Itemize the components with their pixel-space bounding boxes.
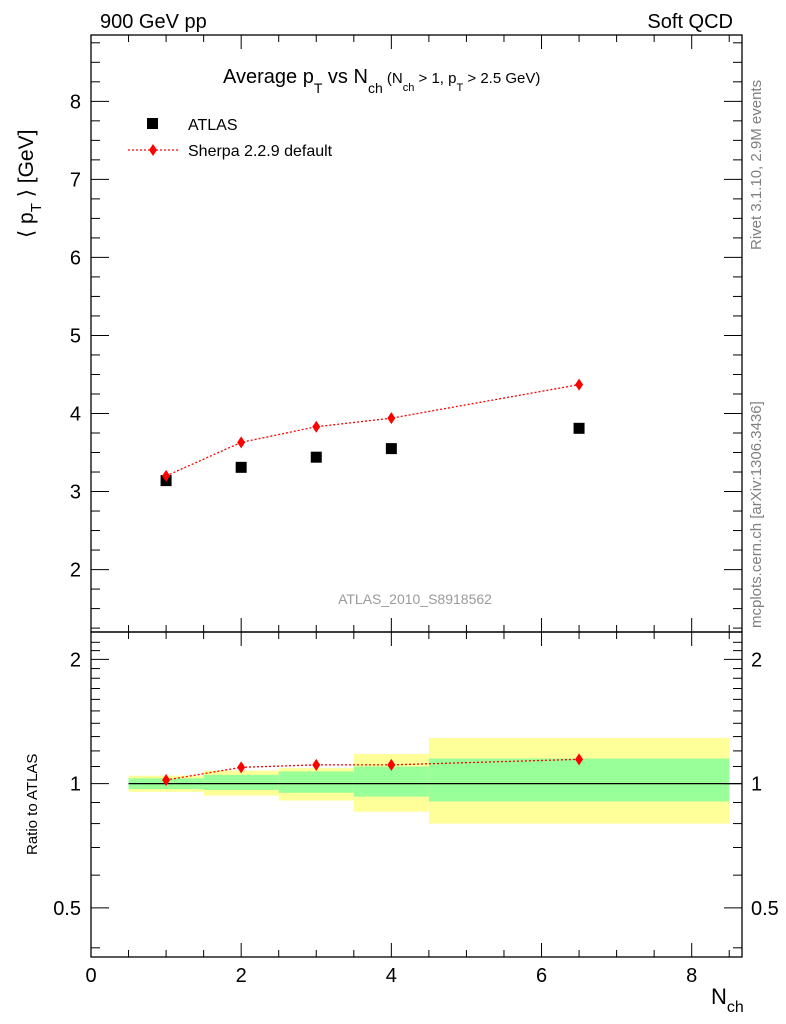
x-tick-label-1: 2 bbox=[236, 965, 247, 987]
ratio-band-inner-3 bbox=[353, 766, 429, 797]
ratio-series bbox=[162, 753, 584, 787]
main-y-tick-label-0: 2 bbox=[70, 560, 81, 582]
ratio-y-tick-label-right-2: 2 bbox=[751, 649, 762, 671]
main-y-tick-label-6: 8 bbox=[70, 91, 81, 113]
ratio-band-inner-4 bbox=[428, 758, 730, 802]
analysis-watermark: ATLAS_2010_S8918562 bbox=[338, 591, 492, 607]
sherpa-point-3 bbox=[387, 412, 396, 425]
sherpa-point-0 bbox=[162, 469, 171, 482]
ratio-y-tick-label-1: 1 bbox=[70, 774, 81, 796]
main-y-tick-label-4: 6 bbox=[70, 247, 81, 269]
legend-atlas-label: ATLAS bbox=[188, 117, 238, 134]
ratio-band-inner-1 bbox=[203, 774, 279, 790]
atlas-point-1 bbox=[235, 461, 247, 473]
main-y-tick-label-2: 4 bbox=[70, 403, 81, 425]
ratio-y-tick-label-right-1: 1 bbox=[751, 774, 762, 796]
ratio-sherpa-point-0 bbox=[162, 774, 171, 787]
main-series bbox=[160, 378, 585, 487]
rivet-version-label: Rivet 3.1.10, 2.9M events bbox=[748, 80, 765, 250]
ratio-sherpa-point-1 bbox=[237, 761, 246, 774]
atlas-point-2 bbox=[310, 451, 322, 463]
main-plot-title: Average pT vs Nch (Nch > 1, pT > 2.5 GeV… bbox=[223, 66, 540, 96]
ratio-y-tick-label-right-0: 0.5 bbox=[751, 898, 779, 920]
main-y-tick-label-3: 5 bbox=[70, 325, 81, 347]
atlas-point-4 bbox=[573, 422, 585, 434]
header-right-label: Soft QCD bbox=[647, 11, 733, 33]
ratio-sherpa-line bbox=[165, 758, 580, 781]
sherpa-point-2 bbox=[312, 420, 321, 433]
legend-sherpa-marker bbox=[149, 144, 157, 156]
atlas-point-3 bbox=[385, 443, 397, 455]
x-tick-label-4: 8 bbox=[686, 965, 697, 987]
sherpa-point-4 bbox=[575, 378, 584, 391]
main-y-axis-label: ⟨ pT ⟩ [GeV] bbox=[15, 130, 45, 238]
main-y-tick-label-5: 7 bbox=[70, 169, 81, 191]
ratio-sherpa-point-4 bbox=[575, 753, 584, 766]
sherpa-line bbox=[165, 383, 580, 477]
x-tick-label-3: 6 bbox=[536, 965, 547, 987]
main-y-tick-label-1: 3 bbox=[70, 482, 81, 504]
x-axis-label: Nch bbox=[711, 984, 744, 1016]
legend: ATLAS Sherpa 2.2.9 default bbox=[128, 117, 333, 160]
axis-ticks: 0 2 4 6 8 2 3 4 5 6 7 8 0.5 0.5 1 1 2 2 bbox=[53, 35, 779, 987]
ratio-uncertainty-bands bbox=[128, 737, 730, 824]
legend-sherpa-label: Sherpa 2.2.9 default bbox=[188, 143, 333, 160]
x-tick-label-0: 0 bbox=[85, 965, 96, 987]
legend-atlas-marker bbox=[147, 118, 158, 129]
sherpa-point-1 bbox=[237, 436, 246, 449]
ratio-sherpa-point-2 bbox=[312, 758, 321, 771]
plot-frames bbox=[90, 34, 743, 958]
ratio-y-tick-label-2: 2 bbox=[70, 649, 81, 671]
ratio-plot-frame bbox=[90, 631, 743, 958]
ratio-band-inner-2 bbox=[278, 771, 354, 793]
ratio-y-tick-label-0: 0.5 bbox=[53, 898, 81, 920]
header-left-label: 900 GeV pp bbox=[100, 11, 207, 33]
ratio-y-axis-label: Ratio to ATLAS bbox=[24, 754, 41, 855]
source-label: mcplots.cern.ch [arXiv:1306.3436] bbox=[748, 401, 765, 628]
ratio-sherpa-point-3 bbox=[387, 758, 396, 771]
x-tick-label-2: 4 bbox=[386, 965, 397, 987]
